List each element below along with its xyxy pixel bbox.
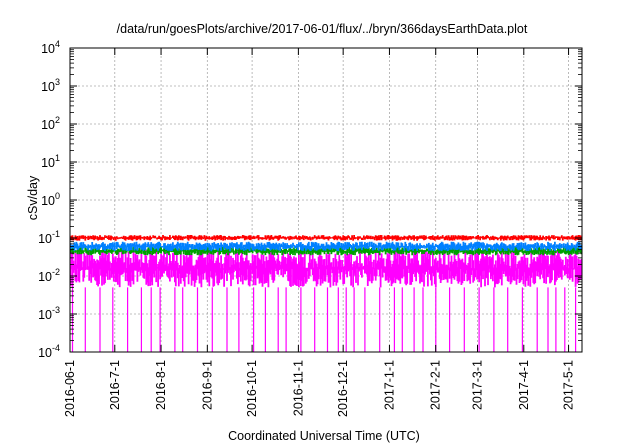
y-tick-label: 10-1 (38, 229, 60, 246)
y-tick-label: 103 (41, 77, 60, 94)
y-axis: 10-4 10-3 10-2 10-1 100 101 102 103 104 (38, 39, 582, 360)
series-dropouts-1 (71, 287, 577, 352)
plot-area (69, 235, 583, 352)
x-tick-label: 2016-10-1 (245, 360, 259, 417)
x-tick-label: 2017-1-1 (382, 360, 396, 410)
x-tick-label: 2016-06-1 (63, 360, 77, 417)
series-line-4 (69, 235, 583, 241)
y-tick-label: 10-4 (38, 343, 60, 360)
y-tick-label: 100 (41, 191, 60, 208)
x-tick-label: 2017-3-1 (471, 360, 485, 410)
x-tick-label: 2016-11-1 (291, 360, 305, 416)
x-tick-label: 2016-8-1 (154, 360, 168, 410)
x-axis-label: Coordinated Universal Time (UTC) (228, 429, 420, 443)
plot-frame (69, 47, 583, 353)
chart-title: /data/run/goesPlots/archive/2017-06-01/f… (117, 22, 528, 36)
grid (70, 48, 582, 352)
x-tick-label: 2017-4-1 (517, 360, 531, 410)
x-tick-label: 2016-12-1 (336, 360, 350, 417)
y-tick-label: 10-3 (38, 305, 60, 322)
y-tick-label: 10-2 (38, 267, 60, 284)
x-tick-label: 2017-2-1 (429, 360, 443, 410)
y-axis-label: cSv/day (26, 175, 40, 220)
x-tick-label: 2016-7-1 (108, 360, 122, 410)
x-tick-label: 2017-5-1 (562, 360, 576, 410)
y-tick-label: 102 (41, 115, 60, 132)
x-axis: 2016-06-1 2016-7-1 2016-8-1 2016-9-1 2016-10… (63, 48, 576, 417)
y-tick-label: 104 (41, 39, 60, 56)
y-tick-label: 101 (41, 153, 60, 170)
x-tick-label: 2016-9-1 (200, 360, 214, 410)
